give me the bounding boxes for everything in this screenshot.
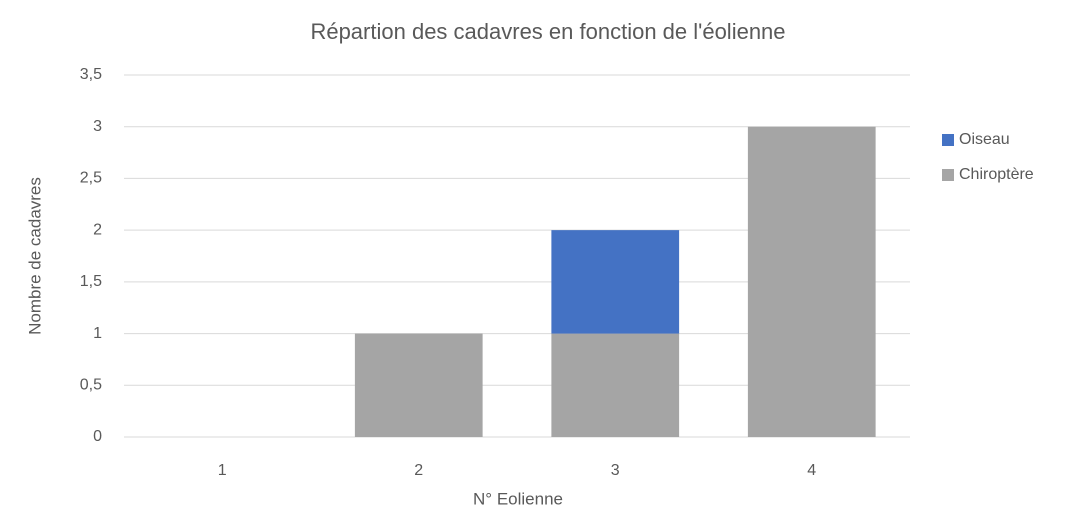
legend-swatch (942, 134, 954, 146)
bar-segment (551, 333, 680, 437)
bar-segment (354, 333, 483, 437)
bar-segment (747, 126, 876, 437)
y-tick-label: 0 (93, 428, 102, 445)
x-axis-label: N° Eolienne (473, 489, 563, 508)
x-tick-label: 1 (218, 462, 227, 479)
bar-segment (551, 230, 680, 334)
x-tick-label: 3 (611, 462, 620, 479)
chart-title: Répartion des cadavres en fonction de l'… (310, 19, 785, 44)
y-tick-label: 3 (93, 118, 102, 135)
legend-swatch (942, 169, 954, 181)
y-tick-label: 1,5 (80, 273, 102, 290)
y-tick-label: 1 (93, 325, 102, 342)
y-tick-label: 3,5 (80, 66, 102, 83)
legend-label: Oiseau (959, 131, 1010, 148)
y-tick-label: 0,5 (80, 377, 102, 394)
y-tick-label: 2 (93, 221, 102, 238)
x-tick-label: 2 (414, 462, 423, 479)
legend-label: Chiroptère (959, 166, 1034, 183)
x-tick-label: 4 (807, 462, 816, 479)
y-tick-label: 2,5 (80, 170, 102, 187)
y-axis-label: Nombre de cadavres (25, 177, 44, 335)
